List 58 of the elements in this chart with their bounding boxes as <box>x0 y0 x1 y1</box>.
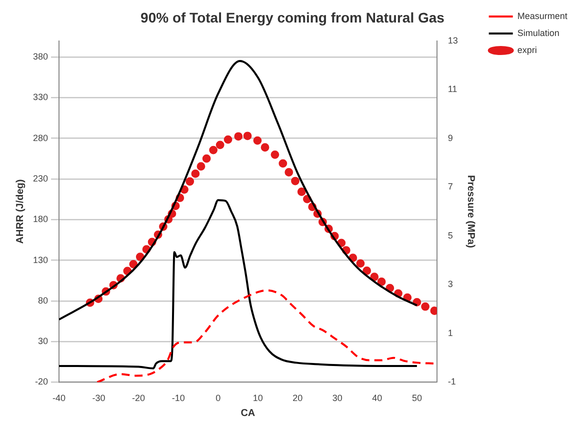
y-axis-title: AHRR (J/deg) <box>14 179 26 244</box>
point <box>243 132 252 140</box>
y-tick-label: 380 <box>32 52 48 62</box>
x-tick-label: 50 <box>412 393 422 404</box>
point <box>191 170 200 178</box>
y-tick-label: 130 <box>32 254 48 265</box>
point <box>234 132 243 141</box>
y2-tick-label: 3 <box>448 279 453 290</box>
chart-title: 90% of Total Energy coming from Natural Gas <box>140 9 445 26</box>
x-tick-label: 10 <box>252 393 263 404</box>
point <box>129 260 138 268</box>
x-tick-label: -20 <box>132 393 146 404</box>
y-tick-label: 330 <box>32 92 48 102</box>
point <box>196 162 206 171</box>
x-tick-label: 30 <box>332 393 342 404</box>
y-tick-label: -20 <box>35 376 48 387</box>
point <box>216 140 224 150</box>
y2-tick-label: 1 <box>448 328 453 338</box>
y2-tick-label: 5 <box>448 230 453 240</box>
y-tick-label: 180 <box>32 214 48 224</box>
point <box>270 150 280 159</box>
point <box>202 154 211 163</box>
point <box>421 302 430 311</box>
x-tick-label: 0 <box>216 393 221 404</box>
y2-tick-label: 11 <box>448 84 458 94</box>
y-tick-label: 280 <box>32 132 48 143</box>
legend-label: expri <box>517 44 537 55</box>
x-tick-label: -40 <box>52 393 66 404</box>
point <box>370 272 379 282</box>
x-tick-label: -30 <box>92 393 106 404</box>
y-tick-label: 230 <box>32 173 48 184</box>
y-tick-label: 30 <box>38 336 48 346</box>
x-tick-label: 20 <box>292 393 303 404</box>
point <box>209 146 218 154</box>
point <box>297 188 306 196</box>
legend-label: Simulation <box>517 28 560 38</box>
x-tick-label: 40 <box>372 393 382 404</box>
line-series <box>59 199 418 370</box>
y2-tick-label: 7 <box>448 182 453 192</box>
y2-axis-title: Pressure (MPa) <box>465 175 476 248</box>
line-series <box>96 289 436 382</box>
point <box>377 278 386 286</box>
point <box>284 168 294 176</box>
x-axis-title: CA <box>240 408 256 419</box>
x-tick-label: -10 <box>172 393 185 404</box>
y2-tick-label: 9 <box>448 132 453 143</box>
y2-tick-label: 13 <box>448 35 458 46</box>
point <box>356 259 365 268</box>
point <box>224 135 232 144</box>
point <box>291 176 300 186</box>
point <box>253 136 262 145</box>
point <box>186 177 194 186</box>
legend-label: Measurment <box>517 10 568 21</box>
y2-tick-label: -1 <box>448 376 456 387</box>
point <box>260 143 270 152</box>
point <box>362 266 372 275</box>
point <box>278 159 288 168</box>
y-tick-label: 80 <box>38 295 48 306</box>
